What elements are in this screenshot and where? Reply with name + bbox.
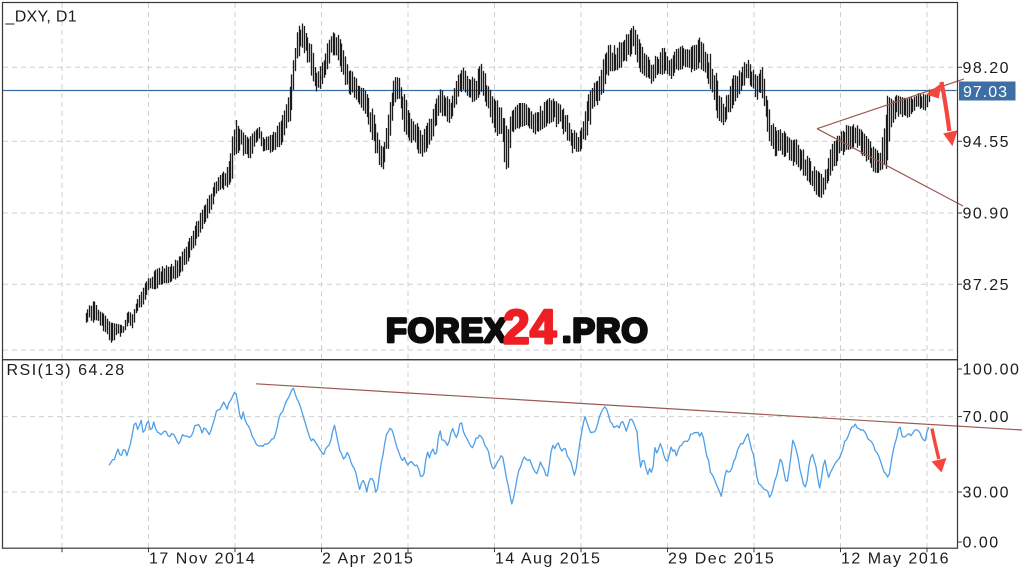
- svg-text:0.00: 0.00: [963, 535, 1000, 552]
- svg-text:17 Nov 2014: 17 Nov 2014: [149, 551, 256, 568]
- svg-text:2 Apr 2015: 2 Apr 2015: [322, 551, 414, 568]
- svg-text:90.90: 90.90: [963, 206, 1011, 223]
- svg-text:29 Dec 2015: 29 Dec 2015: [668, 551, 775, 568]
- svg-text:FOREX: FOREX: [386, 312, 508, 350]
- svg-text:94.55: 94.55: [963, 134, 1011, 151]
- svg-text:12 May 2016: 12 May 2016: [841, 551, 950, 568]
- svg-text:.PRO: .PRO: [562, 312, 649, 350]
- svg-text:_DXY, D1: _DXY, D1: [5, 9, 77, 26]
- svg-text:RSI(13) 64.28: RSI(13) 64.28: [7, 362, 126, 379]
- svg-text:97.03: 97.03: [963, 84, 1008, 101]
- svg-text:98.20: 98.20: [963, 60, 1011, 77]
- svg-text:30.00: 30.00: [963, 485, 1011, 502]
- svg-text:100.00: 100.00: [963, 362, 1021, 379]
- svg-text:70.00: 70.00: [963, 409, 1011, 426]
- svg-text:24: 24: [503, 302, 557, 355]
- svg-text:87.25: 87.25: [963, 277, 1011, 294]
- svg-text:14 Aug 2015: 14 Aug 2015: [495, 551, 601, 568]
